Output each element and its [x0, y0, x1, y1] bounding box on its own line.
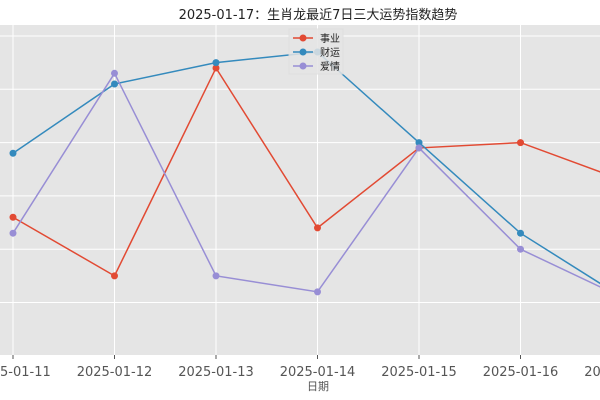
chart-title: 2025-01-17：生肖龙最近7日三大运势指数趋势 — [179, 7, 458, 23]
data-point — [415, 139, 423, 147]
legend-label: 财运 — [320, 46, 340, 59]
data-point — [212, 59, 220, 67]
x-tick-label: 2025-01-17 — [584, 365, 600, 380]
data-point — [314, 288, 321, 296]
plot-area — [0, 25, 600, 355]
data-point — [517, 229, 524, 237]
data-point — [9, 229, 17, 237]
grid — [0, 25, 600, 355]
data-point — [517, 139, 524, 147]
x-tick-label: 2025-01-15 — [381, 365, 457, 380]
legend-marker — [299, 48, 307, 56]
data-point — [111, 69, 118, 77]
x-tick-label: 2025-01-12 — [77, 365, 153, 380]
data-point — [415, 144, 423, 152]
x-tick-label: 2025-01-11 — [0, 365, 51, 380]
data-point — [314, 224, 321, 232]
data-point — [9, 149, 17, 157]
x-tick-label: 2025-01-14 — [280, 365, 356, 380]
legend-marker — [299, 34, 307, 42]
data-point — [111, 80, 118, 88]
x-axis-label: 日期 — [307, 380, 329, 393]
data-point — [517, 245, 524, 253]
data-point — [111, 272, 118, 280]
legend-label: 爱情 — [320, 60, 340, 73]
x-tick-label: 2025-01-16 — [483, 365, 559, 380]
data-point — [212, 272, 220, 280]
x-tick-label: 2025-01-13 — [178, 365, 254, 380]
legend-marker — [299, 62, 307, 70]
data-point — [9, 213, 17, 221]
data-point — [212, 64, 220, 72]
x-ticks: 2025-01-11 2025-01-12 2025-01-13 2025-01-14… — [0, 355, 600, 380]
legend-label: 事业 — [320, 32, 340, 45]
